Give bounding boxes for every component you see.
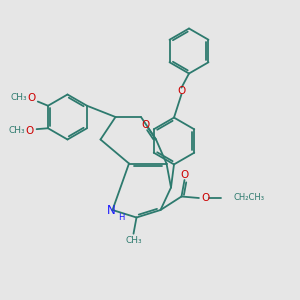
Text: O: O — [177, 85, 186, 96]
Text: CH₂CH₃: CH₂CH₃ — [234, 194, 265, 202]
Text: O: O — [201, 193, 210, 203]
Text: O: O — [27, 93, 35, 103]
Text: N: N — [106, 204, 116, 217]
Text: CH₃: CH₃ — [125, 236, 142, 245]
Text: CH₃: CH₃ — [9, 127, 26, 136]
Text: O: O — [25, 126, 34, 136]
Text: CH₃: CH₃ — [11, 94, 27, 103]
Text: O: O — [141, 119, 150, 130]
Text: O: O — [180, 169, 189, 180]
Text: H: H — [118, 213, 124, 222]
